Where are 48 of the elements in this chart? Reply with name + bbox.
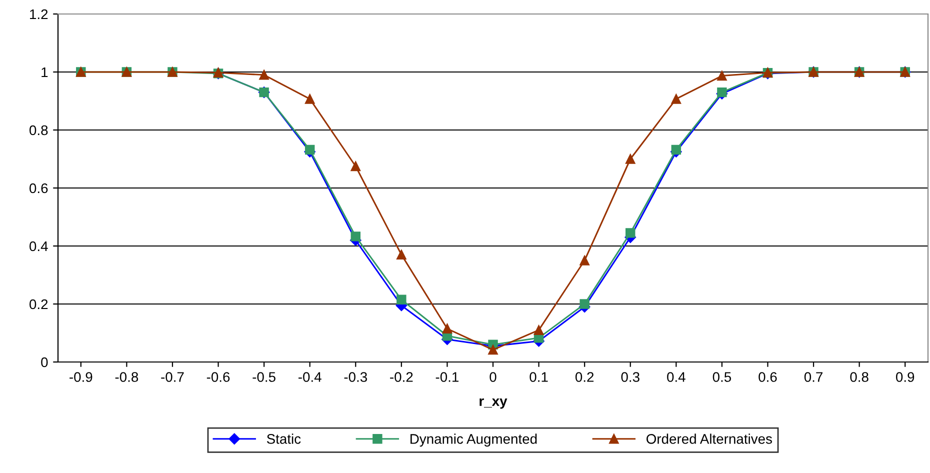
legend-label: Static <box>266 434 301 444</box>
x-tick-label: 0.6 <box>758 372 777 382</box>
point <box>534 325 544 335</box>
point <box>350 232 360 242</box>
point <box>442 324 452 334</box>
point <box>396 294 406 305</box>
x-tick-label: 0 <box>490 372 496 382</box>
x-tick-label: 0.2 <box>575 372 594 382</box>
y-tick-label: 1.2 <box>30 9 48 20</box>
x-tick-label: 0.8 <box>850 372 868 382</box>
point <box>717 87 727 98</box>
point <box>580 299 590 309</box>
x-tick-label: 0.5 <box>712 372 732 382</box>
point <box>671 94 682 104</box>
point <box>396 250 406 260</box>
y-tick-label: 0 <box>41 357 48 368</box>
x-tick-label: -0.3 <box>344 372 367 382</box>
point <box>488 344 498 355</box>
x-tick-label: -0.2 <box>390 372 413 382</box>
point <box>350 161 360 172</box>
x-tick-label: 0.7 <box>804 372 822 382</box>
x-tick-label: 0.1 <box>530 372 548 382</box>
legend-label: Ordered Alternatives <box>646 434 772 444</box>
legend-label: Dynamic Augmented <box>410 434 537 447</box>
point <box>626 154 636 164</box>
x-tick-label: -0.8 <box>115 372 138 382</box>
x-axis-title: r_xy <box>480 398 508 409</box>
point <box>259 70 269 80</box>
y-tick-label: 0.4 <box>30 241 48 252</box>
point <box>717 70 727 81</box>
x-tick-label: 0.9 <box>896 372 914 382</box>
y-tick-label: 0.8 <box>30 125 48 136</box>
y-tick-label: 0.2 <box>30 299 48 310</box>
x-tick-label: -0.9 <box>70 372 92 382</box>
point <box>671 144 682 155</box>
x-tick-label: -0.1 <box>436 372 458 382</box>
x-tick-label: -0.6 <box>206 372 230 382</box>
x-tick-label: 0.4 <box>667 372 686 382</box>
y-tick-label: 0.6 <box>30 183 48 194</box>
x-tick-label: 0.3 <box>621 372 640 382</box>
x-tick-label: -0.5 <box>252 372 276 382</box>
point <box>580 256 590 266</box>
x-tick-label: -0.4 <box>298 372 322 382</box>
point <box>626 228 636 238</box>
x-tick-label: -0.7 <box>161 372 184 382</box>
point <box>304 144 315 155</box>
point <box>304 94 315 104</box>
y-tick-label: 1 <box>42 67 48 78</box>
